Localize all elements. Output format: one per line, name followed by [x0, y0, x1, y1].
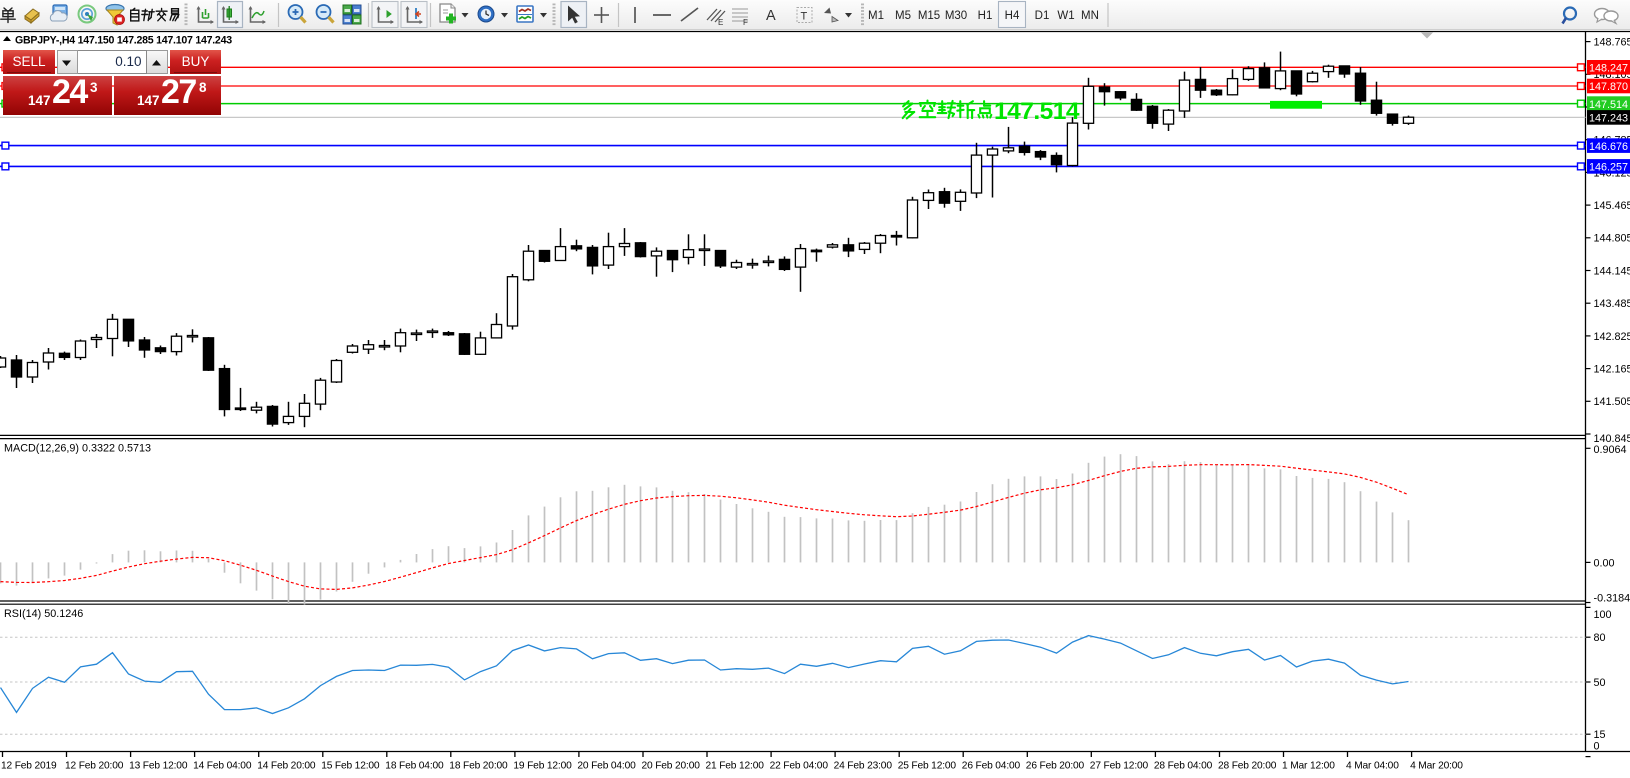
- svg-text:15: 15: [1594, 729, 1606, 741]
- svg-text:147.870: 147.870: [1589, 81, 1628, 93]
- svg-text:0: 0: [1594, 740, 1600, 752]
- svg-text:D1: D1: [1035, 10, 1050, 22]
- svg-text:19 Feb 12:00: 19 Feb 12:00: [513, 761, 572, 772]
- svg-text:A: A: [766, 8, 776, 24]
- svg-text:25 Feb 12:00: 25 Feb 12:00: [898, 761, 957, 772]
- svg-text:0.9064: 0.9064: [1594, 444, 1627, 456]
- svg-text:147.243: 147.243: [1589, 113, 1628, 125]
- svg-text:144.145: 144.145: [1594, 265, 1630, 277]
- svg-text:24 Feb 23:00: 24 Feb 23:00: [834, 761, 893, 772]
- svg-text:1 Mar 12:00: 1 Mar 12:00: [1282, 761, 1335, 772]
- svg-text:141.505: 141.505: [1594, 396, 1630, 408]
- svg-text:M15: M15: [918, 10, 940, 22]
- svg-text:4 Mar 20:00: 4 Mar 20:00: [1410, 761, 1463, 772]
- svg-text:GBPJPY-,H4 147.150 147.285 14: GBPJPY-,H4 147.150 147.285 147.107 147.2…: [15, 35, 232, 47]
- svg-text:18 Feb 04:00: 18 Feb 04:00: [385, 761, 444, 772]
- svg-text:H4: H4: [1005, 10, 1020, 22]
- svg-text:100: 100: [1594, 609, 1612, 621]
- svg-text:H1: H1: [978, 10, 993, 22]
- svg-text:148.247: 148.247: [1589, 63, 1628, 75]
- svg-text:RSI(14) 50.1246: RSI(14) 50.1246: [4, 608, 83, 620]
- svg-text:144.805: 144.805: [1594, 233, 1630, 245]
- svg-text:22 Feb 04:00: 22 Feb 04:00: [770, 761, 829, 772]
- svg-text:27 Feb 12:00: 27 Feb 12:00: [1090, 761, 1149, 772]
- svg-text:4 Mar 04:00: 4 Mar 04:00: [1346, 761, 1399, 772]
- svg-text:13 Feb 12:00: 13 Feb 12:00: [129, 761, 188, 772]
- svg-text:M1: M1: [868, 10, 884, 22]
- svg-text:28 Feb 04:00: 28 Feb 04:00: [1154, 761, 1213, 772]
- svg-text:E: E: [718, 18, 723, 27]
- svg-text:20 Feb 20:00: 20 Feb 20:00: [642, 761, 701, 772]
- svg-text:MN: MN: [1081, 10, 1099, 22]
- svg-text:12 Feb 20:00: 12 Feb 20:00: [65, 761, 124, 772]
- svg-text:147.514: 147.514: [994, 98, 1080, 125]
- svg-text:80: 80: [1594, 632, 1606, 644]
- svg-text:147.514: 147.514: [1589, 99, 1628, 111]
- svg-text:12 Feb 2019: 12 Feb 2019: [1, 761, 57, 772]
- svg-text:18 Feb 20:00: 18 Feb 20:00: [449, 761, 508, 772]
- svg-text:T: T: [801, 11, 808, 23]
- svg-text:0.00: 0.00: [1594, 557, 1615, 569]
- svg-text:146.257: 146.257: [1589, 162, 1628, 174]
- svg-text:W1: W1: [1057, 10, 1074, 22]
- svg-text:148.765: 148.765: [1594, 37, 1630, 49]
- svg-text:143.485: 143.485: [1594, 298, 1630, 310]
- svg-text:M5: M5: [895, 10, 911, 22]
- svg-text:142.825: 142.825: [1594, 331, 1630, 343]
- svg-text:26 Feb 20:00: 26 Feb 20:00: [1026, 761, 1085, 772]
- svg-text:146.676: 146.676: [1589, 141, 1628, 153]
- svg-text:-0.3184: -0.3184: [1594, 593, 1630, 605]
- svg-text:21 Feb 12:00: 21 Feb 12:00: [706, 761, 765, 772]
- svg-text:14 Feb 04:00: 14 Feb 04:00: [193, 761, 252, 772]
- svg-text:145.465: 145.465: [1594, 200, 1630, 212]
- svg-text:MACD(12,26,9) 0.3322 0.5713: MACD(12,26,9) 0.3322 0.5713: [4, 443, 151, 455]
- svg-text:15 Feb 12:00: 15 Feb 12:00: [321, 761, 380, 772]
- svg-text:142.165: 142.165: [1594, 364, 1630, 376]
- svg-text:140.845: 140.845: [1594, 433, 1630, 445]
- svg-text:28 Feb 20:00: 28 Feb 20:00: [1218, 761, 1277, 772]
- svg-text:20 Feb 04:00: 20 Feb 04:00: [577, 761, 636, 772]
- svg-text:F: F: [743, 18, 748, 27]
- svg-text:26 Feb 04:00: 26 Feb 04:00: [962, 761, 1021, 772]
- svg-text:M30: M30: [945, 10, 967, 22]
- svg-text:50: 50: [1594, 677, 1606, 689]
- svg-text:14 Feb 20:00: 14 Feb 20:00: [257, 761, 316, 772]
